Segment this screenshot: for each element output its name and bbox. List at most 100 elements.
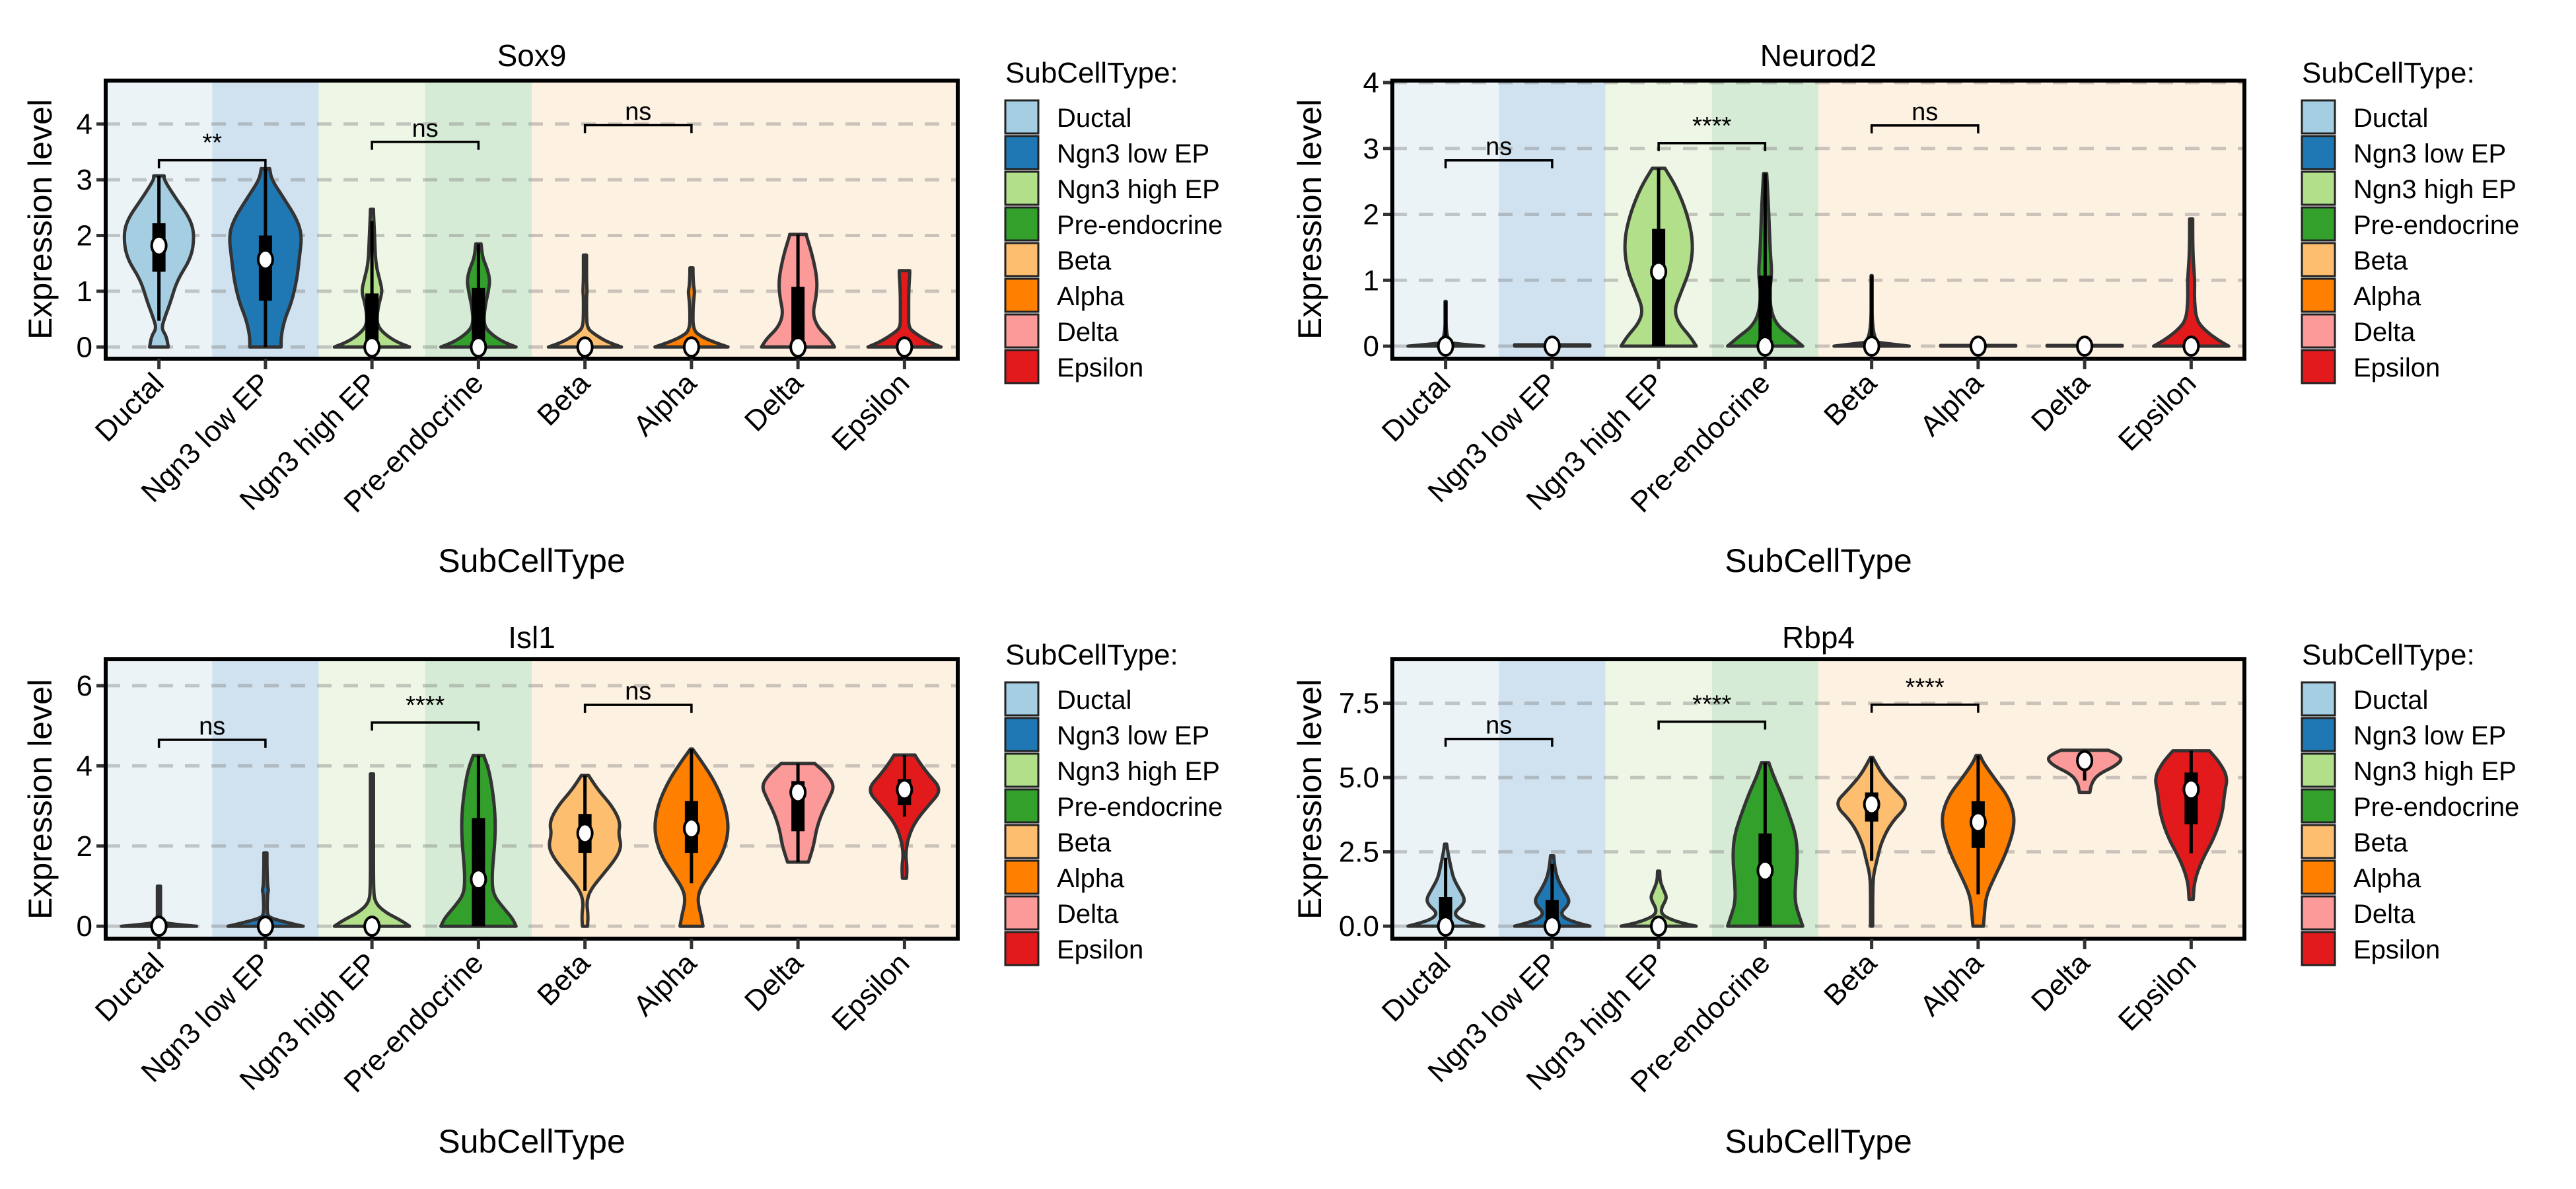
legend-swatch	[2301, 717, 2336, 752]
legend-label: Ductal	[1057, 686, 1131, 715]
violin-ngn3-high-ep	[332, 772, 411, 928]
legend-swatch	[1004, 349, 1040, 384]
legend-title: SubCellType:	[1005, 639, 1178, 671]
x-tick-label: Delta	[2025, 947, 2096, 1018]
legend-swatch	[2301, 349, 2336, 384]
x-tick-label: Beta	[531, 947, 596, 1012]
legend-swatch	[1004, 859, 1040, 895]
violin-ngn3-high-ep	[1619, 869, 1698, 928]
significance-label: ns	[1485, 133, 1512, 161]
legend-label: Beta	[1057, 246, 1112, 275]
legend-label: Beta	[2353, 246, 2408, 275]
legend-label: Ductal	[2353, 104, 2428, 133]
plot-border	[1390, 657, 2246, 941]
legend-swatch	[2301, 206, 2336, 242]
x-tick-label: Epsilon	[2112, 367, 2203, 457]
y-tick-label: 6	[77, 670, 92, 702]
median-point	[1650, 261, 1668, 283]
violins	[1406, 166, 2231, 357]
median-point	[363, 336, 381, 358]
significance-label: ns	[1485, 712, 1512, 740]
panel-title: Sox9	[497, 38, 567, 73]
legend-swatch	[2301, 242, 2336, 277]
x-tick-label: Beta	[1818, 947, 1883, 1012]
violins	[122, 166, 943, 358]
x-tick-label: Alpha	[627, 367, 703, 443]
panel-title: Neurod2	[1760, 38, 1877, 73]
x-tick-label: Delta	[738, 947, 810, 1018]
legend-swatch	[1004, 752, 1040, 788]
panel-isl1: Isl1 0 2 4 6 ns **** ns Ductal Ngn3 low EP Ngn3 h…	[22, 620, 1223, 1160]
y-tick-label: 3	[77, 164, 92, 196]
x-axis-title: SubCellType	[1725, 1123, 1912, 1160]
median-point	[256, 248, 274, 270]
significance-bracket	[1657, 142, 1767, 151]
iqr-box	[791, 287, 805, 347]
legend-label: Alpha	[1057, 864, 1125, 893]
legend-label: Ngn3 low EP	[2353, 139, 2506, 168]
y-tick-label: 4	[1363, 67, 1379, 99]
x-tick-label: Alpha	[627, 947, 703, 1023]
significance-bracket	[1870, 703, 1980, 713]
panel-rbp4: Rbp4 0.0 2.5 5.0 7.5 ns **** **** Ductal Ngn3 lo…	[1291, 620, 2519, 1160]
legend-label: Pre-endocrine	[2353, 211, 2519, 240]
significance-label: ns	[625, 678, 651, 705]
y-tick-label: 1	[77, 275, 92, 308]
median-point	[256, 916, 274, 937]
median-point	[576, 822, 594, 844]
median-point	[363, 916, 381, 937]
y-tick-label: 0	[77, 331, 92, 363]
x-tick-label: Delta	[2025, 367, 2096, 438]
legend-swatch	[1004, 242, 1040, 277]
legend-swatch	[2301, 859, 2336, 895]
panel-title: Rbp4	[1782, 620, 1855, 655]
legend-swatch	[2301, 895, 2336, 931]
median-point	[2076, 750, 2094, 772]
y-tick-label: 2.5	[1339, 836, 1379, 869]
panel-neurod2: Neurod2 0 1 2 3 4 ns **** ns Ductal Ngn3 low EP Ng…	[1291, 38, 2519, 579]
significance-bracket	[371, 141, 480, 150]
legend-label: Pre-endocrine	[2353, 793, 2519, 822]
iqr-box	[472, 287, 485, 347]
panel-title: Isl1	[508, 620, 555, 655]
panel-sox9: Sox9 0 1 2 3 4 ** ns ns Ductal Ngn3 low EP Ngn3 hi…	[22, 38, 1223, 579]
x-tick-label: Alpha	[1914, 947, 1990, 1023]
legend-swatch	[2301, 681, 2336, 717]
legend-swatch	[1004, 788, 1040, 824]
y-tick-label: 5.0	[1339, 762, 1379, 794]
x-tick-label: Epsilon	[2112, 947, 2203, 1037]
y-axis-title: Expression level	[1291, 679, 1328, 919]
legend-label: Ngn3 low EP	[1057, 721, 1209, 750]
legend-title: SubCellType:	[2302, 57, 2475, 89]
violin-alpha	[653, 266, 730, 349]
violins	[120, 747, 941, 937]
legend-label: Epsilon	[2353, 935, 2440, 964]
significance-label: ****	[1692, 112, 1731, 140]
median-point	[576, 336, 594, 358]
legend-label: Ngn3 high EP	[1057, 757, 1220, 786]
y-axis-title: Expression level	[22, 679, 59, 919]
median-point	[1437, 916, 1454, 937]
iqr-box	[365, 293, 379, 347]
x-tick-label: Epsilon	[826, 947, 916, 1037]
significance-label: ns	[412, 115, 439, 143]
median-point	[2076, 336, 2094, 357]
violin-epsilon	[866, 269, 943, 349]
x-tick-label: Ductal	[1376, 947, 1457, 1028]
legend-label: Delta	[2353, 318, 2415, 347]
significance-bracket	[157, 739, 267, 748]
x-tick-label: Ductal	[89, 367, 170, 448]
legend-swatch	[2301, 931, 2336, 966]
legend-label: Ngn3 low EP	[1057, 139, 1209, 168]
legend-label: Epsilon	[1057, 353, 1143, 382]
legend-swatch	[1004, 135, 1040, 170]
x-tick-label: Beta	[1818, 367, 1883, 432]
y-tick-label: 0.0	[1339, 910, 1379, 943]
legend-swatch	[2301, 752, 2336, 788]
y-tick-label: 2	[77, 830, 92, 863]
legend-label: Ngn3 high EP	[1057, 175, 1220, 204]
legend-label: Beta	[2353, 828, 2408, 857]
median-point	[1756, 336, 1774, 357]
